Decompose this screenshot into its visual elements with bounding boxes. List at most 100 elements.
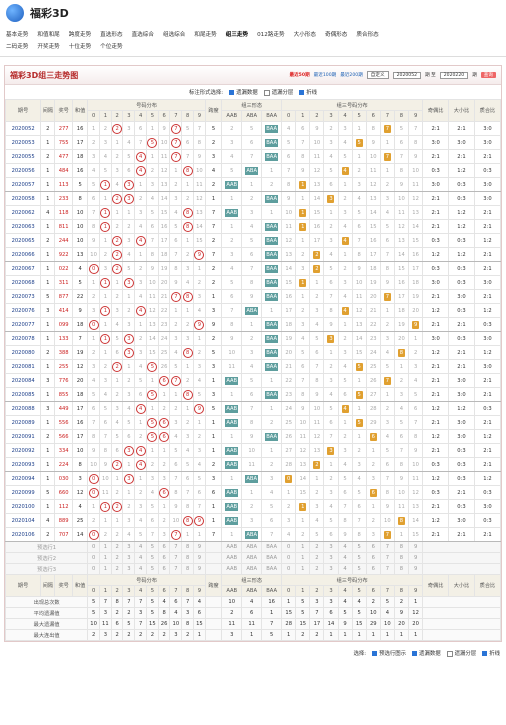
nav-tab[interactable]: 和值和尾 (37, 32, 60, 38)
preselect-form[interactable]: ABA (241, 552, 263, 564)
preselect-digit[interactable]: 2 (110, 552, 124, 564)
preselect-digit[interactable]: 9 (192, 541, 206, 553)
nav-tab[interactable]: 基本走势 (6, 32, 29, 38)
preselect-digit[interactable]: 5 (145, 541, 159, 553)
preselect-digit[interactable]: 7 (379, 552, 395, 564)
preselect-digit[interactable]: 2 (309, 541, 325, 553)
preselect-digit[interactable]: 3 (323, 552, 339, 564)
preselect-digit[interactable]: 8 (393, 552, 410, 564)
preselect-digit[interactable]: 5 (145, 552, 159, 564)
preselect-digit[interactable]: 8 (393, 563, 410, 575)
preselect-digit[interactable]: 7 (379, 541, 395, 553)
preselect-digit[interactable]: 4 (134, 552, 147, 564)
preselect-digit[interactable]: 7 (169, 552, 183, 564)
preselect-digit[interactable]: 3 (122, 552, 136, 564)
preselect-digit[interactable]: 2 (110, 563, 124, 575)
preselect-digit[interactable]: 4 (337, 552, 353, 564)
preselect-form[interactable]: AAB (221, 552, 243, 564)
preselect-digit[interactable]: 9 (192, 552, 206, 564)
nav-tab[interactable]: 质合形态 (356, 32, 379, 38)
preselect-digit[interactable]: 5 (351, 541, 367, 553)
period-select[interactable]: 自定义 (366, 71, 389, 79)
nav-tab[interactable]: 组选综合 (162, 32, 186, 38)
preselect-digit[interactable]: 7 (169, 563, 183, 575)
option[interactable]: 折线 (299, 88, 317, 96)
checkbox[interactable] (446, 650, 453, 657)
preselect-digit[interactable]: 6 (365, 563, 381, 575)
preselect-digit[interactable]: 9 (407, 552, 424, 564)
nav-tab[interactable]: 跨度走势 (68, 32, 92, 38)
preselect-digit[interactable]: 8 (181, 541, 194, 553)
preselect-digit[interactable]: 1 (295, 552, 311, 564)
checkbox[interactable] (482, 651, 488, 656)
preselect-digit[interactable]: 4 (134, 563, 147, 575)
preselect-digit[interactable]: 4 (337, 541, 353, 553)
nav-tab[interactable]: 个位走势 (100, 44, 123, 50)
preselect-digit[interactable]: 2 (309, 552, 325, 564)
preselect-digit[interactable]: 4 (337, 563, 353, 575)
preselect-form[interactable]: BAA (261, 563, 283, 575)
preselect-digit[interactable]: 8 (181, 563, 194, 575)
preselect-digit[interactable]: 0 (281, 552, 297, 564)
checkbox[interactable] (229, 90, 235, 95)
preselect-digit[interactable]: 2 (110, 541, 124, 553)
preselect-digit[interactable]: 5 (351, 563, 367, 575)
nav-tab[interactable]: 组三走势 (225, 32, 249, 38)
preselect-digit[interactable]: 1 (98, 552, 112, 564)
preselect-form[interactable]: BAA (261, 552, 283, 564)
query-button[interactable]: 查询 (480, 72, 496, 78)
preselect-form[interactable]: ABA (241, 541, 263, 553)
preselect-digit[interactable]: 6 (157, 541, 171, 553)
footer-option[interactable]: 预选行图示 (372, 649, 406, 657)
preselect-digit[interactable]: 7 (379, 563, 395, 575)
nav-tab[interactable]: 012路走势 (257, 32, 285, 38)
preselect-digit[interactable]: 3 (323, 563, 339, 575)
preselect-digit[interactable]: 8 (393, 541, 410, 553)
checkbox[interactable] (263, 89, 270, 96)
preselect-digit[interactable]: 0 (87, 563, 100, 575)
to-input[interactable]: 2020220 (439, 71, 469, 79)
preselect-digit[interactable]: 9 (192, 563, 206, 575)
checkbox[interactable] (412, 651, 418, 656)
recent-link[interactable]: 最近200期 (340, 73, 363, 78)
preselect-form[interactable]: AAB (221, 541, 243, 553)
preselect-digit[interactable]: 0 (281, 563, 297, 575)
recent-link[interactable]: 最近100期 (313, 73, 337, 78)
preselect-digit[interactable]: 8 (181, 552, 194, 564)
preselect-form[interactable]: AAB (221, 563, 243, 575)
preselect-form[interactable]: ABA (241, 563, 263, 575)
checkbox[interactable] (372, 651, 378, 656)
preselect-digit[interactable]: 0 (281, 541, 297, 553)
preselect-digit[interactable]: 2 (309, 563, 325, 575)
option[interactable]: 遗漏分层 (263, 88, 293, 96)
preselect-digit[interactable]: 1 (98, 541, 112, 553)
preselect-digit[interactable]: 0 (87, 552, 100, 564)
preselect-digit[interactable]: 1 (295, 541, 311, 553)
nav-tab[interactable]: 和尾走势 (194, 32, 217, 38)
checkbox[interactable] (299, 90, 305, 95)
from-input[interactable]: 2020052 (392, 71, 422, 79)
preselect-digit[interactable]: 4 (134, 541, 147, 553)
nav-tab[interactable]: 十位走势 (68, 44, 92, 50)
preselect-digit[interactable]: 1 (98, 563, 112, 575)
preselect-digit[interactable]: 6 (157, 563, 171, 575)
nav-tab[interactable]: 二码走势 (6, 44, 29, 50)
preselect-digit[interactable]: 6 (157, 552, 171, 564)
preselect-digit[interactable]: 5 (145, 563, 159, 575)
preselect-digit[interactable]: 3 (122, 541, 136, 553)
nav-tab[interactable]: 大小形态 (293, 32, 316, 38)
nav-tab[interactable]: 直选综合 (131, 32, 154, 38)
preselect-digit[interactable]: 6 (365, 552, 381, 564)
preselect-digit[interactable]: 7 (169, 541, 183, 553)
preselect-digit[interactable]: 6 (365, 541, 381, 553)
footer-option[interactable]: 遗漏分层 (446, 649, 476, 657)
preselect-digit[interactable]: 3 (122, 563, 136, 575)
preselect-digit[interactable]: 9 (407, 541, 424, 553)
recent-link[interactable]: 最近50期 (289, 73, 310, 78)
preselect-digit[interactable]: 3 (323, 541, 339, 553)
preselect-form[interactable]: BAA (261, 541, 283, 553)
preselect-digit[interactable]: 9 (407, 563, 424, 575)
footer-option[interactable]: 折线 (482, 649, 500, 657)
option[interactable]: 遗漏数据 (229, 88, 258, 96)
nav-tab[interactable]: 开奖走势 (37, 44, 60, 50)
